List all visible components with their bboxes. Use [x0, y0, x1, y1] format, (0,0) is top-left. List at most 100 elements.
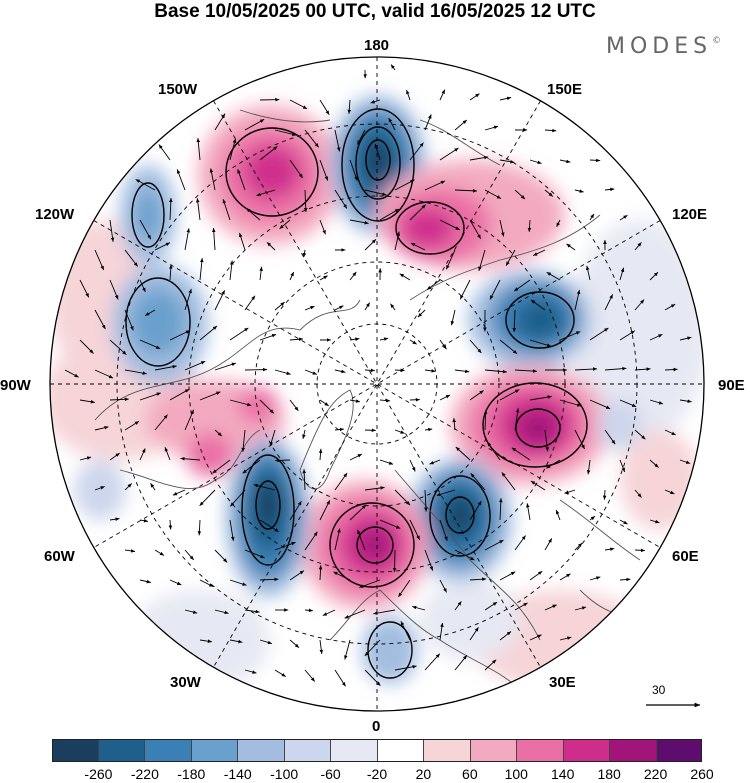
wind-vector: [199, 325, 218, 341]
wind-vector: [379, 459, 394, 465]
wind-vector: [529, 634, 542, 641]
wind-vector: [555, 509, 561, 521]
wind-vector: [409, 519, 421, 540]
wind-vector: [244, 295, 256, 311]
wind-vector: [469, 500, 482, 521]
wind-vector: [514, 602, 528, 611]
wind-vector: [222, 198, 231, 221]
wind-vector: [484, 125, 499, 131]
colorbar-swatch: [470, 739, 517, 762]
colorbar-swatch: [331, 739, 378, 762]
wind-vector: [679, 336, 692, 341]
wind-vector: [406, 89, 411, 101]
wind-vector: [484, 601, 498, 611]
wind-vector: [379, 519, 401, 529]
wind-vector: [109, 452, 120, 461]
wind-vector: [589, 213, 595, 221]
wind-vector: [244, 669, 257, 674]
wind-vector: [289, 99, 308, 110]
wind-vector: [679, 399, 692, 403]
wind-vector: [469, 339, 482, 354]
wind-vector: [649, 271, 659, 281]
wind-vector: [409, 459, 416, 472]
wind-vector: [180, 456, 201, 461]
wind-vector: [154, 549, 165, 556]
wind-vector: [513, 279, 531, 292]
wind-vector: [333, 571, 351, 581]
wind-vector: [229, 327, 249, 341]
wind-vector: [589, 515, 596, 521]
wind-vector: [634, 367, 651, 371]
wind-vector: [158, 144, 171, 161]
colorbar-tick-label: 220: [643, 766, 668, 782]
reference-wind-label: 30: [652, 683, 666, 697]
lon-label-0: 0: [372, 718, 381, 735]
wind-vector: [604, 366, 627, 371]
wind-vector: [319, 399, 329, 407]
wind-vector: [499, 159, 515, 164]
wind-vector: [589, 399, 611, 410]
wind-vector: [168, 519, 173, 530]
wind-vector: [109, 279, 119, 300]
wind-vector: [349, 504, 367, 521]
wind-vector: [319, 219, 326, 235]
wind-vector: [347, 99, 352, 114]
wind-vector: [154, 414, 168, 431]
wind-vector: [139, 392, 161, 401]
wind-vector: [409, 204, 427, 221]
wind-vector: [184, 360, 206, 371]
wind-vector: [478, 249, 486, 272]
wind-vector: [529, 570, 543, 581]
wind-vector: [469, 93, 480, 101]
wind-vector: [304, 669, 316, 682]
wind-vector: [364, 639, 381, 657]
wind-vector: [359, 579, 381, 588]
wind-vector: [574, 542, 583, 551]
wind-vector: [390, 303, 396, 311]
wind-vector: [424, 369, 436, 373]
wind-vector: [289, 570, 305, 581]
wind-vector: [322, 609, 336, 617]
wind-vector: [229, 489, 246, 507]
wind-vector: [259, 146, 278, 161]
wind-vector: [400, 621, 411, 641]
wind-vector: [229, 138, 237, 161]
wind-vector: [604, 187, 615, 192]
wind-vector: [452, 418, 456, 431]
wind-vector: [304, 608, 313, 613]
wind-vector: [184, 549, 195, 561]
wind-vector: [303, 189, 308, 213]
wind-vector: [349, 399, 361, 403]
wind-vector: [289, 399, 299, 412]
wind-vector: [634, 242, 642, 251]
wind-vector: [274, 129, 297, 136]
wind-vector: [241, 429, 246, 452]
wind-vector: [79, 279, 90, 298]
wind-vector: [304, 129, 319, 148]
wind-vector: [259, 577, 279, 582]
wind-vector: [514, 408, 520, 431]
wind-vector: [256, 189, 276, 197]
wind-vector: [454, 119, 468, 131]
wind-vector: [602, 489, 607, 500]
wind-vector: [589, 158, 601, 163]
wind-vector: [184, 609, 198, 614]
wind-vector: [94, 486, 105, 491]
map-border: [49, 56, 705, 712]
wind-vector: [439, 622, 444, 641]
wind-vector: [499, 389, 520, 401]
colorbar-swatch: [191, 739, 238, 762]
anomaly-field: [50, 95, 704, 690]
wind-vector: [334, 669, 346, 687]
wind-vector: [589, 576, 601, 581]
wind-vector: [229, 399, 252, 407]
colorbar-swatch: [238, 739, 285, 762]
wind-vector: [469, 219, 482, 239]
wind-vector: [79, 399, 95, 404]
wind-vector: [424, 114, 432, 131]
wind-vector: [154, 242, 171, 251]
wind-vector: [439, 219, 460, 231]
wind-vector: [274, 669, 287, 677]
wind-vector: [501, 472, 516, 491]
